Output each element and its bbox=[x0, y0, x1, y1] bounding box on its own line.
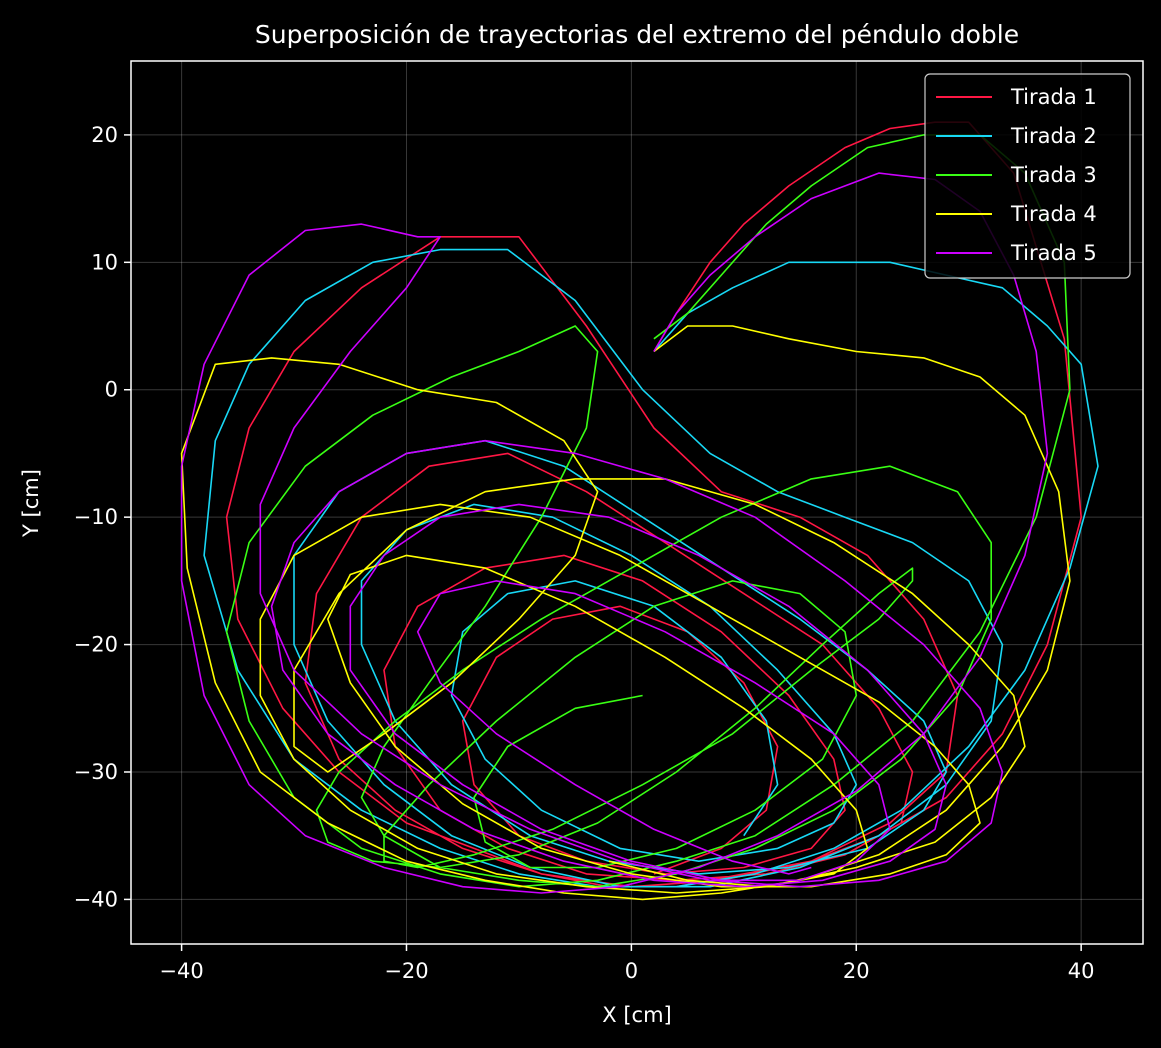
y-tick-label: −40 bbox=[74, 887, 118, 911]
tick-layer: −40 −20 0 20 40 −40 −30 −20 −10 0 10 20 bbox=[74, 123, 1095, 983]
series-line-tirada-2 bbox=[203, 248, 1099, 888]
y-tick-label: −30 bbox=[74, 760, 118, 784]
legend-label-tirada-1: Tirada 1 bbox=[1010, 85, 1097, 109]
series-line-tirada-5 bbox=[180, 172, 1049, 894]
x-axis-label: X [cm] bbox=[602, 1003, 671, 1027]
series-layer bbox=[180, 121, 1099, 901]
plot-frame bbox=[130, 60, 1144, 945]
x-tick-label: −40 bbox=[159, 959, 203, 983]
legend-label-tirada-4: Tirada 4 bbox=[1010, 202, 1097, 226]
series-line-tirada-4 bbox=[180, 325, 1071, 901]
series-line-tirada-3 bbox=[225, 134, 1071, 888]
x-tick-label: 0 bbox=[625, 959, 638, 983]
chart-title: Superposición de trayectorias del extrem… bbox=[255, 20, 1019, 49]
legend-label-tirada-5: Tirada 5 bbox=[1010, 241, 1097, 265]
x-tick-label: 20 bbox=[843, 959, 870, 983]
legend-label-tirada-2: Tirada 2 bbox=[1010, 124, 1097, 148]
x-tick-label: −20 bbox=[384, 959, 428, 983]
legend-label-tirada-3: Tirada 3 bbox=[1010, 163, 1097, 187]
y-tick-label: 20 bbox=[91, 123, 118, 147]
x-tick-label: 40 bbox=[1068, 959, 1095, 983]
y-tick-label: −20 bbox=[74, 633, 118, 657]
legend: Tirada 1 Tirada 2 Tirada 3 Tirada 4 Tirada 5 bbox=[924, 73, 1131, 279]
y-tick-label: 10 bbox=[91, 250, 118, 274]
y-tick-label: 0 bbox=[105, 378, 118, 402]
y-axis-label: Y [cm] bbox=[19, 469, 43, 538]
legend-box bbox=[924, 73, 1131, 279]
y-tick-label: −10 bbox=[74, 505, 118, 529]
